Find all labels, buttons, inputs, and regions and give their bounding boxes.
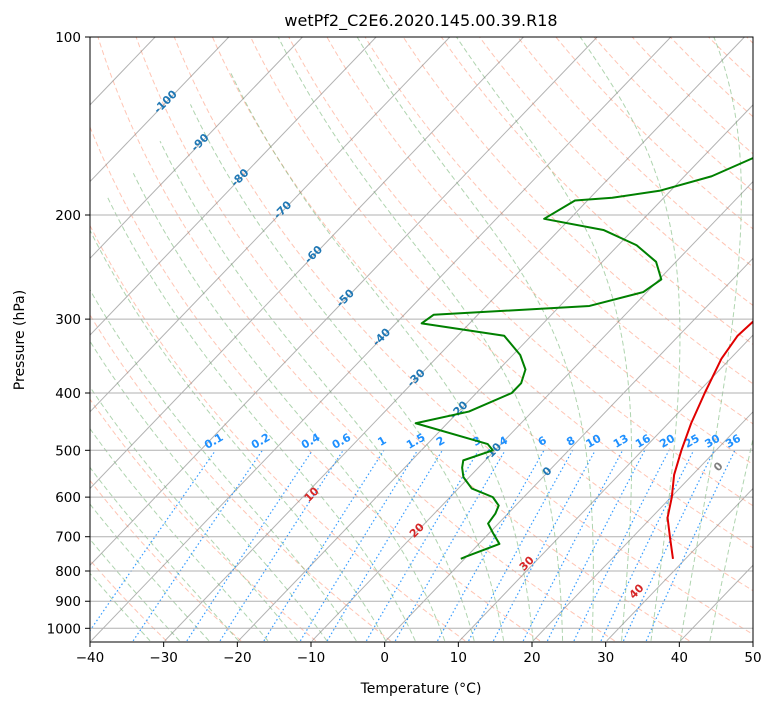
dry-adiabat-line bbox=[517, 37, 753, 268]
x-axis-title: Temperature (°C) bbox=[360, 681, 482, 697]
x-tick-label: 30 bbox=[597, 650, 614, 666]
x-tick-label: −10 bbox=[297, 650, 326, 666]
moist-adiabat-line bbox=[356, 37, 594, 641]
dry-adiabat-line bbox=[402, 37, 753, 385]
y-tick-label: 100 bbox=[55, 30, 81, 46]
isotherm-line bbox=[164, 37, 745, 642]
chart-title: wetPf2_C2E6.2020.145.00.39.R18 bbox=[284, 11, 557, 31]
mixing-ratio-line bbox=[219, 449, 344, 642]
moist-adiabat-line bbox=[132, 173, 446, 641]
moist-adiabat-line bbox=[90, 427, 269, 642]
x-tick-label: 0 bbox=[380, 650, 389, 666]
x-tick-label: 20 bbox=[523, 650, 540, 666]
dry-adiabat-line bbox=[440, 37, 753, 345]
moist-adiabat-line bbox=[277, 37, 564, 641]
moist-adiabat-line bbox=[90, 386, 298, 642]
moist-adiabat-line bbox=[579, 37, 681, 641]
mixing-ratio-line bbox=[186, 449, 313, 642]
temperature-line bbox=[666, 320, 753, 559]
isotherm-line bbox=[90, 37, 377, 336]
dry-adiabat-line bbox=[173, 37, 753, 635]
plot-frame bbox=[89, 36, 754, 643]
moist-adiabat-line bbox=[229, 70, 534, 641]
x-tick-label: 10 bbox=[450, 650, 467, 666]
dry-adiabat-line bbox=[211, 37, 753, 592]
y-tick-label: 200 bbox=[55, 208, 81, 224]
moist-adiabat-line bbox=[189, 104, 505, 641]
isotherm-line bbox=[90, 37, 303, 260]
dry-adiabat-line bbox=[90, 398, 317, 642]
dry-adiabat-line bbox=[288, 37, 753, 507]
mixing-ratio-line bbox=[90, 449, 217, 632]
isotherm-line bbox=[90, 37, 598, 566]
y-tick-label: 600 bbox=[55, 490, 81, 506]
mixing-ratio-line bbox=[573, 450, 670, 642]
x-tick-label: −20 bbox=[223, 650, 252, 666]
isotherm-line bbox=[311, 180, 753, 642]
dry-adiabat-line bbox=[90, 224, 466, 642]
moist-adiabat-line bbox=[90, 572, 151, 642]
moist-adiabat-line bbox=[709, 436, 753, 641]
moist-adiabat-line bbox=[455, 37, 633, 641]
isotherm-line bbox=[532, 411, 753, 642]
background-lines bbox=[90, 37, 753, 642]
mixing-ratio-line bbox=[132, 449, 263, 642]
mixing-ratio-line bbox=[546, 450, 646, 642]
moist-adiabat-line bbox=[90, 229, 387, 642]
dry-adiabat-line bbox=[97, 37, 615, 642]
isotherm-line bbox=[459, 334, 753, 642]
dry-adiabat-line bbox=[90, 313, 391, 642]
dewpoint-line bbox=[414, 156, 753, 560]
moist-adiabat-line bbox=[90, 288, 357, 642]
isotherm-line bbox=[90, 37, 672, 642]
y-tick-label: 500 bbox=[55, 443, 81, 459]
dry-adiabat-line bbox=[669, 37, 753, 118]
x-tick-label: 40 bbox=[671, 650, 688, 666]
isotherm-line bbox=[90, 37, 451, 413]
x-tick-label: −30 bbox=[149, 650, 178, 666]
axis-ticks: −40 −30 −20 −10 0 10 20 30 40 50 100 200 300 400 500 60… bbox=[47, 30, 762, 666]
moist-adiabat-line bbox=[90, 340, 328, 642]
dry-adiabat-line bbox=[250, 37, 753, 549]
isotherm-line bbox=[90, 37, 230, 183]
moist-adiabat-line bbox=[90, 466, 239, 642]
y-tick-label: 300 bbox=[55, 312, 81, 328]
moist-adiabat-line bbox=[106, 196, 416, 642]
y-tick-label: 900 bbox=[55, 594, 81, 610]
y-tick-label: 700 bbox=[55, 530, 81, 546]
x-tick-label: −40 bbox=[76, 650, 105, 666]
x-tick-label: 50 bbox=[744, 650, 761, 666]
profile-lines bbox=[414, 156, 753, 560]
isotherm-line bbox=[385, 257, 753, 642]
mixing-ratio-line bbox=[468, 450, 574, 642]
dry-adiabat-line bbox=[90, 125, 541, 642]
mixing-ratio-line bbox=[437, 450, 545, 642]
y-tick-label: 400 bbox=[55, 386, 81, 402]
isotherm-line bbox=[238, 104, 753, 642]
dry-adiabat-line bbox=[135, 37, 690, 642]
y-tick-label: 1000 bbox=[47, 621, 81, 637]
mixing-ratio-line bbox=[299, 449, 419, 642]
isotherm-line bbox=[90, 37, 524, 490]
mixing-ratio-line bbox=[492, 450, 596, 642]
dry-adiabat-line bbox=[593, 37, 753, 192]
y-tick-label: 800 bbox=[55, 564, 81, 580]
moist-adiabat-line bbox=[90, 538, 180, 642]
moist-adiabat-line bbox=[90, 503, 210, 642]
y-axis-title: Pressure (hPa) bbox=[12, 290, 28, 390]
isotherm-line bbox=[606, 487, 753, 642]
moist-adiabat-line bbox=[679, 37, 742, 641]
